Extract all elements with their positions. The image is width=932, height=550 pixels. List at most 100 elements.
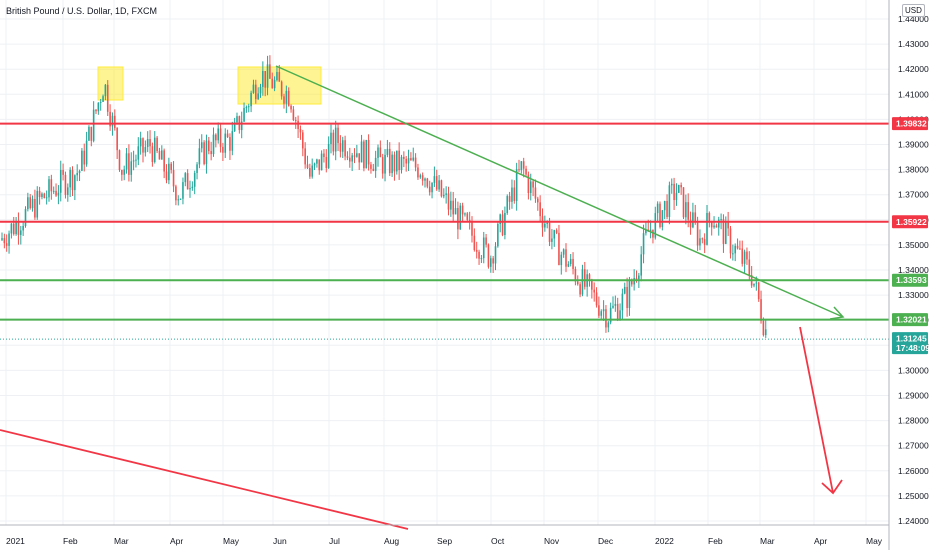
candle-body xyxy=(360,141,363,163)
candle-body xyxy=(701,238,704,240)
candle-body xyxy=(722,219,725,244)
price-tick-label: 1.44000 xyxy=(898,14,929,24)
candle-body xyxy=(83,150,86,165)
candle-body xyxy=(581,269,584,295)
time-tick-label: Jul xyxy=(329,536,340,546)
price-tick-label: 1.26000 xyxy=(898,466,929,476)
price-tick-label: 1.24000 xyxy=(898,516,929,526)
candle-body xyxy=(414,157,417,168)
candle-body xyxy=(137,146,140,160)
candle-body xyxy=(316,159,318,164)
candle-body xyxy=(431,182,433,193)
candle-body xyxy=(534,187,537,199)
candle-body xyxy=(158,151,161,160)
candle-body xyxy=(694,212,697,223)
candle-body xyxy=(203,142,205,164)
candle-body xyxy=(330,132,332,145)
candle-body xyxy=(520,161,523,171)
candle-body xyxy=(605,309,607,328)
candle-body xyxy=(576,281,579,285)
candle-body xyxy=(177,199,180,201)
candle-body xyxy=(318,159,321,171)
candle-body xyxy=(522,161,525,169)
candle-body xyxy=(43,193,46,198)
candle-body xyxy=(287,90,290,106)
candle-body xyxy=(71,169,74,191)
candle-body xyxy=(12,223,15,235)
candle-body xyxy=(95,109,97,112)
candle-body xyxy=(757,282,760,300)
candle-body xyxy=(184,173,187,183)
candle-body xyxy=(229,137,231,151)
price-tag-label: 1.32021 xyxy=(896,315,927,325)
price-tick-label: 1.41000 xyxy=(898,89,929,99)
candle-body xyxy=(175,186,177,201)
candle-body xyxy=(271,78,274,89)
candle-body xyxy=(339,143,342,152)
candle-body xyxy=(616,303,619,320)
candle-body xyxy=(297,120,299,130)
candle-body xyxy=(412,157,415,161)
price-tag-label: 1.39832 xyxy=(896,119,927,129)
candle-body xyxy=(487,244,490,267)
candle-body xyxy=(485,237,487,245)
price-tag-label: 1.35922 xyxy=(896,217,927,227)
candle-body xyxy=(668,185,671,217)
candle-body xyxy=(579,284,581,295)
candle-body xyxy=(269,64,271,79)
candle-body xyxy=(459,205,462,230)
candle-body xyxy=(602,309,605,312)
candle-body xyxy=(172,170,175,187)
price-tag xyxy=(892,273,928,287)
candle-body xyxy=(741,248,744,264)
candle-body xyxy=(746,251,748,260)
current-price-tag xyxy=(892,332,928,355)
candle-body xyxy=(149,139,151,147)
candle-body xyxy=(393,154,396,172)
price-tag-label: 1.33593 xyxy=(896,275,927,285)
candle-body xyxy=(457,208,459,230)
candle-body xyxy=(327,144,330,169)
candle-body xyxy=(356,153,358,157)
candle-body xyxy=(165,171,168,181)
candle-body xyxy=(386,148,389,155)
candle-body xyxy=(57,192,60,196)
candle-body xyxy=(193,173,196,187)
candle-body xyxy=(725,221,727,244)
candle-body xyxy=(692,212,694,228)
candle-body xyxy=(748,259,751,275)
candle-body xyxy=(574,268,577,282)
candle-body xyxy=(67,187,69,195)
candle-body xyxy=(619,310,621,320)
candle-body xyxy=(78,170,81,174)
time-axis[interactable]: 2021 Feb Mar Apr May Jun Jul Aug Sep Oct Nov Dec 202… xyxy=(0,524,889,546)
candle-body xyxy=(255,84,257,100)
candle-body xyxy=(294,120,297,122)
candle-body xyxy=(403,156,405,159)
candle-body xyxy=(374,157,377,171)
candle-body xyxy=(146,139,149,148)
candle-body xyxy=(706,213,708,245)
chart-title: British Pound / U.S. Dollar, 1D, FXCM xyxy=(6,6,158,16)
candle-body xyxy=(309,167,311,177)
candle-body xyxy=(64,174,67,195)
candle-body xyxy=(468,219,471,222)
candle-body xyxy=(461,205,464,215)
candle-body xyxy=(142,138,144,153)
candle-body xyxy=(236,116,238,123)
candle-body xyxy=(607,322,610,328)
candle-body xyxy=(433,176,436,183)
candle-body xyxy=(739,248,741,250)
candle-body xyxy=(454,208,457,215)
candle-body xyxy=(168,163,170,181)
candle-body xyxy=(224,133,227,153)
candle-body xyxy=(638,275,640,280)
currency-label[interactable]: USD xyxy=(902,4,925,17)
candle-body xyxy=(217,128,219,141)
candle-body xyxy=(649,229,652,232)
candle-body xyxy=(219,128,222,147)
candle-body xyxy=(262,70,264,87)
candle-body xyxy=(492,258,494,264)
candle-body xyxy=(417,167,419,178)
